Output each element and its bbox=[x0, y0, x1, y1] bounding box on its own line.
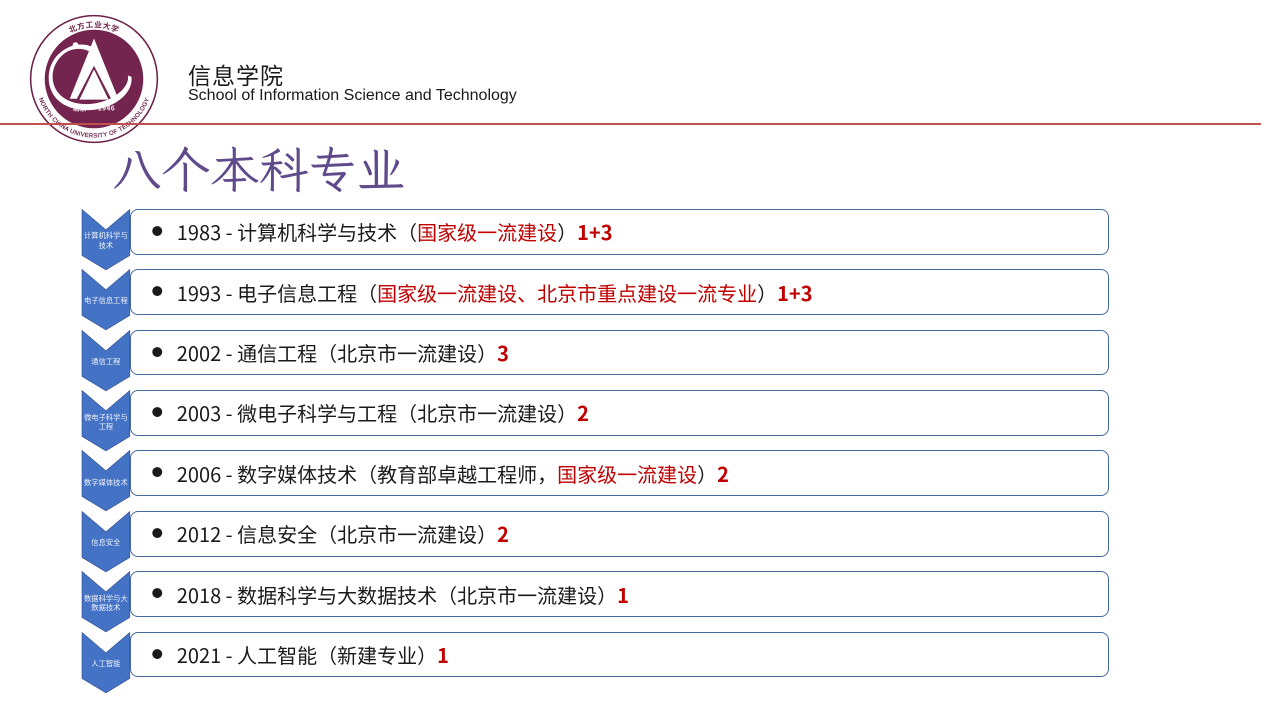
svg-text:北京 · 1946: 北京 · 1946 bbox=[73, 103, 115, 113]
